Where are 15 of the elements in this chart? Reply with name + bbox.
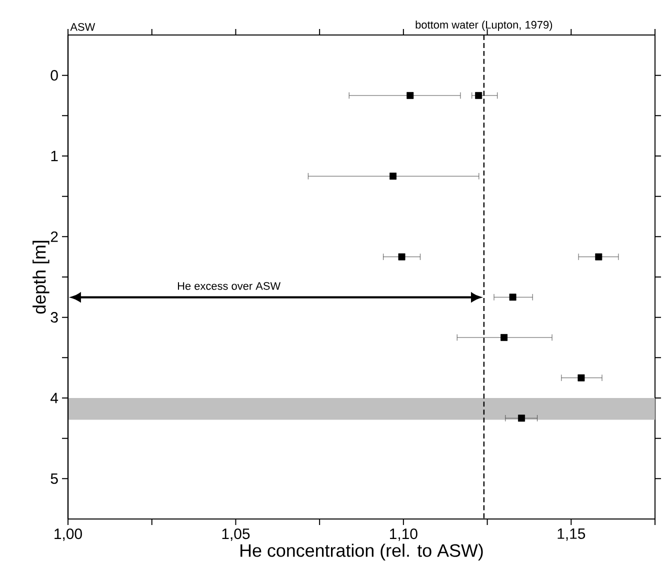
- x-tick-label: 1,10: [390, 528, 418, 541]
- y-axis-title: depth [m]: [32, 240, 50, 314]
- ref-line-label: ASW: [70, 23, 96, 31]
- y-tick-label: 1: [51, 150, 58, 162]
- y-tick-label: 2: [50, 231, 58, 242]
- y-tick-label: 5: [50, 473, 58, 484]
- x-axis-title: He concentration (rel. to ASW): [240, 544, 483, 560]
- x-tick-label: 1,05: [222, 528, 250, 541]
- y-tick-label: 3: [50, 312, 58, 323]
- annotation: He excess over ASW: [178, 282, 281, 290]
- x-tick-label: 1,15: [558, 528, 586, 541]
- y-tick-label: 4: [50, 392, 58, 404]
- y-tick-label: 0: [50, 70, 58, 81]
- x-tick-label: 1,00: [54, 528, 82, 541]
- ref-line-label: bottom water (Lupton, 1979): [416, 20, 552, 31]
